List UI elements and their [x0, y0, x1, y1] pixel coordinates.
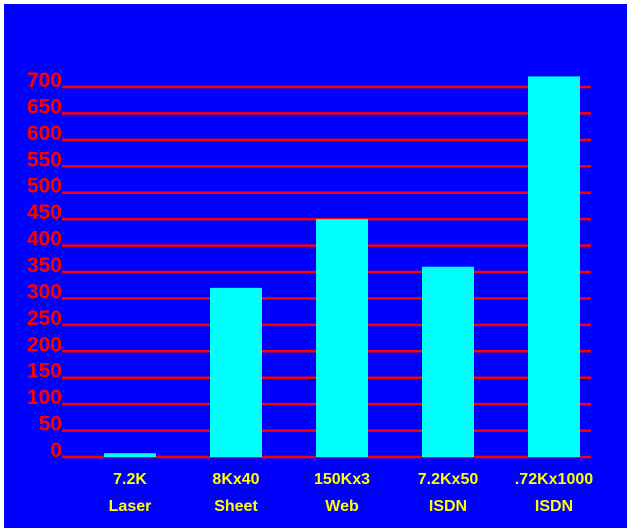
y-tick-label-500: 500 — [27, 175, 62, 198]
y-tick-label-550: 550 — [27, 148, 62, 171]
bar-4 — [528, 76, 580, 457]
y-tick-label-150: 150 — [27, 360, 62, 383]
y-tick-label-600: 600 — [27, 122, 62, 145]
x-tick-label-3-line-2: ISDN — [429, 498, 467, 515]
x-tick-label-3-line-1: 7.2Kx50 — [418, 471, 479, 488]
x-tick-label-2-line-1: 150Kx3 — [314, 471, 370, 488]
x-tick-label-4-line-1: .72Kx1000 — [515, 471, 593, 488]
x-tick-label-1-line-1: 8Kx40 — [212, 471, 259, 488]
y-tick-label-100: 100 — [27, 386, 62, 409]
bars — [104, 76, 580, 457]
y-tick-label-250: 250 — [27, 307, 62, 330]
x-axis-tick-labels: 7.2K Laser 8Kx40 Sheet 150Kx3 Web 7.2Kx50 ISDN.… — [109, 471, 594, 515]
y-axis-tick-labels: 0 50 100 150 200 250 300 350 400 450 500 550 600 650 7… — [27, 69, 62, 462]
y-tick-label-650: 650 — [27, 95, 62, 118]
y-tick-label-350: 350 — [27, 254, 62, 277]
y-tick-label-450: 450 — [27, 201, 62, 224]
bar-0 — [104, 453, 156, 457]
y-tick-label-50: 50 — [39, 413, 62, 436]
bar-1 — [210, 287, 262, 457]
y-tick-label-200: 200 — [27, 333, 62, 356]
bar-3 — [422, 266, 474, 457]
y-tick-label-700: 700 — [27, 69, 62, 92]
chart-background — [4, 4, 627, 528]
x-tick-label-2-line-2: Web — [325, 498, 359, 515]
x-tick-label-4-line-2: ISDN — [535, 498, 573, 515]
y-tick-label-0: 0 — [50, 439, 62, 462]
x-tick-label-0-line-2: Laser — [109, 498, 152, 515]
y-tick-label-300: 300 — [27, 280, 62, 303]
bar-2 — [316, 219, 368, 457]
x-tick-label-0-line-1: 7.2K — [113, 471, 147, 488]
x-tick-label-1-line-2: Sheet — [214, 498, 258, 515]
y-tick-label-400: 400 — [27, 228, 62, 251]
